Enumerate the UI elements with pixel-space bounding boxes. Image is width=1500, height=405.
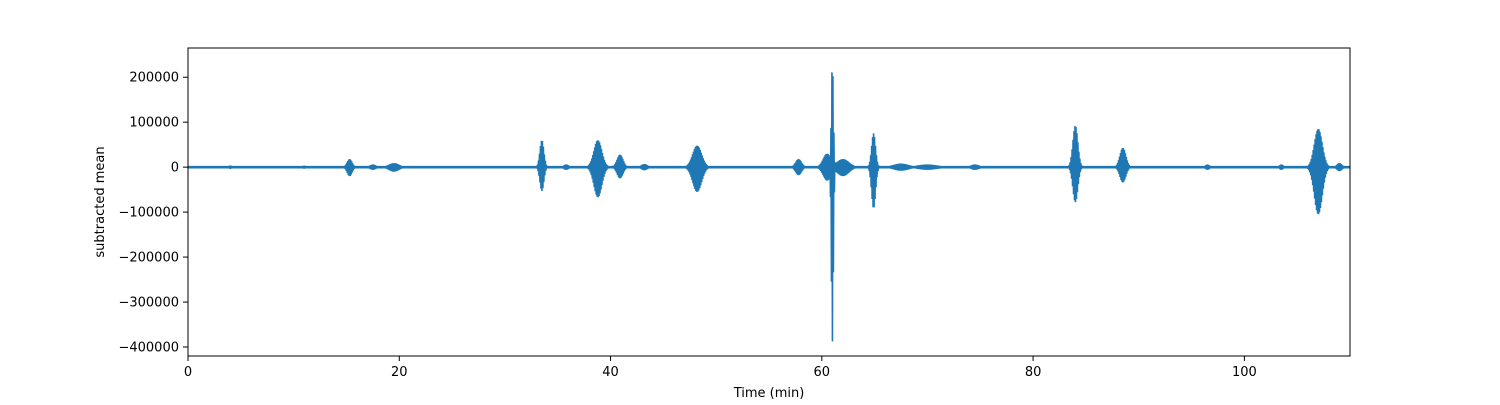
y-tick-label: −300000 bbox=[118, 296, 179, 311]
x-tick-label: 0 bbox=[184, 365, 192, 380]
y-tick-label: −100000 bbox=[118, 206, 179, 221]
plot-frame bbox=[187, 47, 1351, 357]
x-tick-label: 80 bbox=[1025, 365, 1042, 380]
y-axis: −400000 −300000 −200000 −100000 0 100000 20000… bbox=[118, 71, 188, 356]
y-tick-label: 200000 bbox=[129, 71, 179, 86]
x-tick-label: 40 bbox=[602, 365, 619, 380]
x-axis-label: Time (min) bbox=[733, 386, 805, 400]
x-axis: 0 20 40 60 80 100 bbox=[184, 356, 1257, 380]
x-tick-label: 100 bbox=[1232, 365, 1257, 380]
y-tick-label: −200000 bbox=[118, 251, 179, 266]
y-tick-label: 100000 bbox=[129, 116, 179, 131]
x-tick-label: 60 bbox=[814, 365, 831, 380]
series-layer bbox=[188, 72, 1350, 342]
y-tick-label: −400000 bbox=[118, 341, 179, 356]
y-axis-label: subtracted mean bbox=[93, 146, 108, 257]
x-tick-label: 20 bbox=[391, 365, 408, 380]
y-tick-label: 0 bbox=[171, 161, 179, 176]
series-baseline-band bbox=[188, 166, 1350, 169]
